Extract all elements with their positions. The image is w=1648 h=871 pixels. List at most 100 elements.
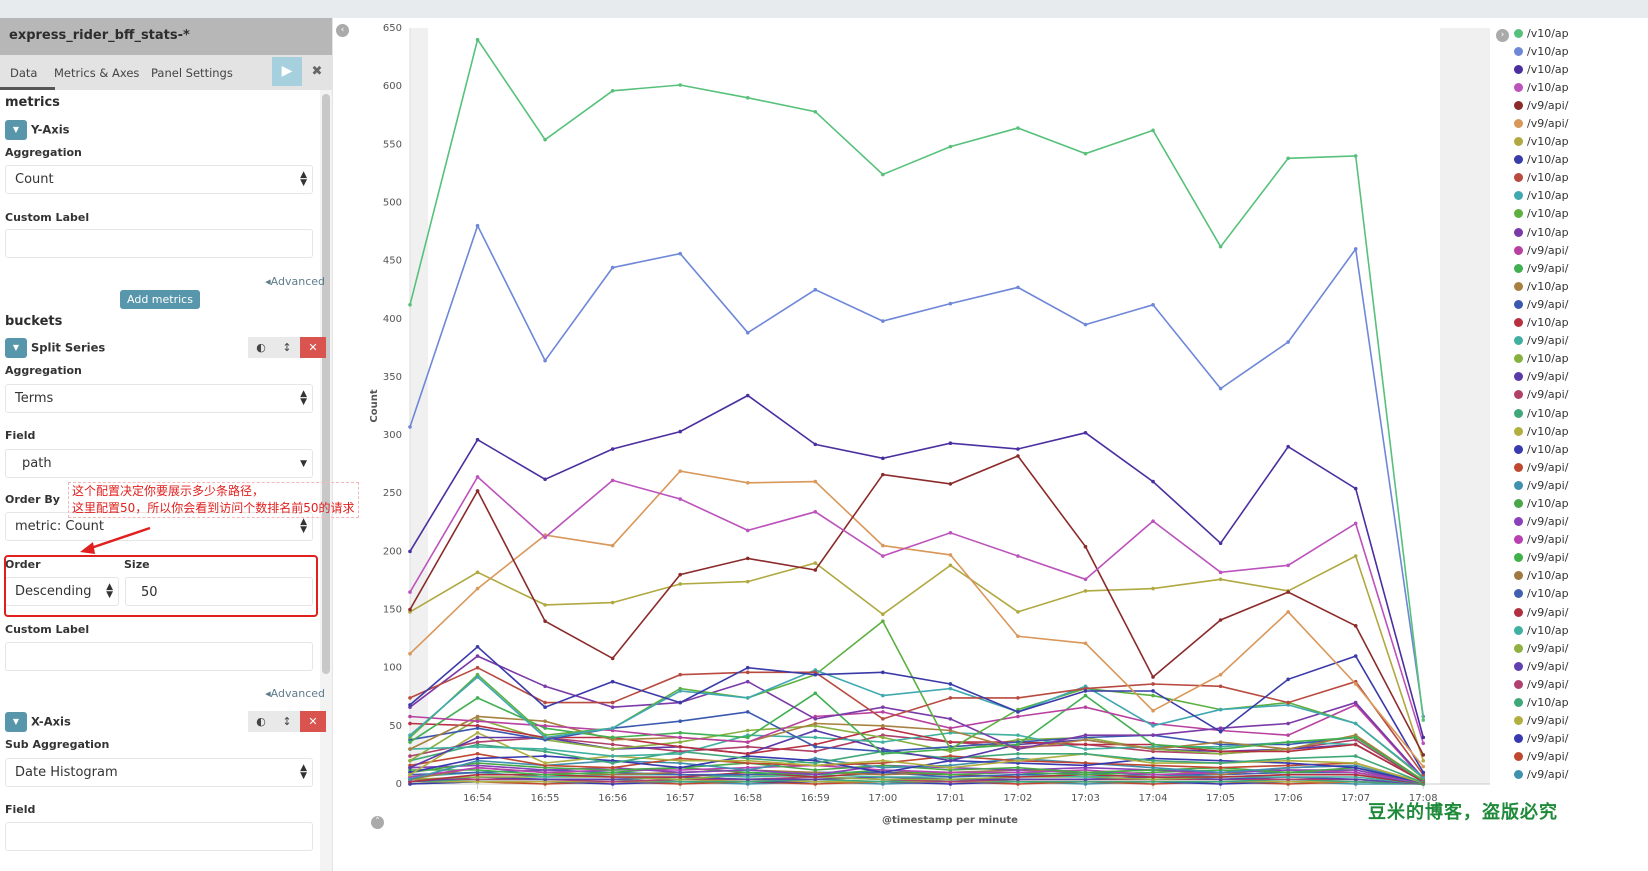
data-point[interactable] <box>1286 770 1290 775</box>
data-point[interactable] <box>1151 675 1155 679</box>
data-point[interactable] <box>543 137 547 142</box>
data-point[interactable] <box>1016 610 1020 614</box>
data-point[interactable] <box>1421 735 1426 740</box>
data-point[interactable] <box>1151 689 1155 693</box>
data-point[interactable] <box>1286 340 1290 344</box>
data-point[interactable] <box>678 582 682 586</box>
data-point[interactable] <box>813 510 818 514</box>
series-line[interactable] <box>409 554 1425 761</box>
series-line[interactable] <box>409 669 1424 778</box>
data-point[interactable] <box>1421 741 1426 746</box>
data-point[interactable] <box>1218 570 1223 575</box>
data-point[interactable] <box>745 744 750 749</box>
data-point[interactable] <box>543 719 547 723</box>
data-point[interactable] <box>1083 705 1088 710</box>
data-point[interactable] <box>948 758 953 763</box>
legend-item[interactable]: /v9/api/ <box>1514 476 1569 494</box>
data-point[interactable] <box>948 530 953 535</box>
legend-item[interactable]: /v10/ap <box>1514 223 1569 241</box>
legend-item[interactable]: /v10/ap <box>1514 693 1569 711</box>
data-point[interactable] <box>543 535 547 540</box>
data-point[interactable] <box>610 747 615 751</box>
data-point[interactable] <box>1353 521 1358 526</box>
legend-item[interactable]: /v9/api/ <box>1514 657 1569 675</box>
data-point[interactable] <box>1016 696 1020 700</box>
data-point[interactable] <box>1218 729 1223 734</box>
data-point[interactable] <box>1218 672 1223 677</box>
series-line[interactable] <box>409 776 1424 785</box>
data-point[interactable] <box>678 83 682 87</box>
series-line[interactable] <box>409 475 1425 744</box>
data-point[interactable] <box>1218 765 1223 770</box>
data-point[interactable] <box>881 456 885 461</box>
data-point[interactable] <box>610 742 615 747</box>
data-point[interactable] <box>1016 714 1020 719</box>
data-point[interactable] <box>1353 554 1358 558</box>
legend-item[interactable]: /v10/ap <box>1514 187 1569 205</box>
data-point[interactable] <box>1151 128 1155 133</box>
data-point[interactable] <box>1083 747 1088 751</box>
data-point[interactable] <box>1016 447 1020 451</box>
data-point[interactable] <box>678 744 682 749</box>
advanced-toggle[interactable]: ◂Advanced <box>265 275 325 288</box>
data-point[interactable] <box>1016 765 1020 770</box>
data-point[interactable] <box>1151 758 1155 763</box>
data-point[interactable] <box>1286 740 1290 744</box>
data-point[interactable] <box>745 480 750 485</box>
series-line[interactable] <box>409 711 1424 782</box>
order-select[interactable]: Descending ▲ ▼ <box>5 577 119 606</box>
data-point[interactable] <box>408 733 412 737</box>
data-point[interactable] <box>543 724 547 728</box>
data-point[interactable] <box>1083 733 1088 737</box>
data-point[interactable] <box>1286 677 1290 682</box>
data-point[interactable] <box>745 756 750 761</box>
data-point[interactable] <box>881 670 885 675</box>
data-point[interactable] <box>610 700 615 705</box>
data-point[interactable] <box>678 689 682 693</box>
reorder-icon[interactable]: ↕ <box>274 337 300 358</box>
legend-item[interactable]: /v10/ap <box>1514 60 1569 78</box>
data-point[interactable] <box>813 761 818 765</box>
data-point[interactable] <box>881 765 885 770</box>
legend-item[interactable]: /v9/api/ <box>1514 531 1569 549</box>
legend-item[interactable]: /v9/api/ <box>1514 96 1569 114</box>
data-point[interactable] <box>678 765 682 770</box>
apply-changes-button[interactable]: ▶ <box>272 57 302 86</box>
data-point[interactable] <box>475 586 480 591</box>
data-point[interactable] <box>1151 772 1155 777</box>
data-point[interactable] <box>813 568 818 572</box>
data-point[interactable] <box>1286 756 1290 761</box>
data-point[interactable] <box>610 679 615 684</box>
legend-item[interactable]: /v9/api/ <box>1514 712 1569 730</box>
data-point[interactable] <box>1083 763 1088 768</box>
data-point[interactable] <box>1218 726 1223 730</box>
data-point[interactable] <box>1016 126 1020 130</box>
series-line[interactable] <box>409 731 1424 784</box>
data-point[interactable] <box>408 425 412 429</box>
series-line[interactable] <box>409 455 1425 756</box>
data-point[interactable] <box>1151 479 1155 484</box>
data-point[interactable] <box>745 710 750 714</box>
data-point[interactable] <box>475 719 480 723</box>
data-point[interactable] <box>813 717 818 721</box>
data-point[interactable] <box>745 330 750 335</box>
remove-icon[interactable]: ✕ <box>300 337 326 358</box>
data-point[interactable] <box>1218 761 1223 765</box>
data-point[interactable] <box>881 710 885 714</box>
data-point[interactable] <box>813 721 818 726</box>
legend-item[interactable]: /v10/ap <box>1514 133 1569 151</box>
data-point[interactable] <box>408 747 412 751</box>
data-point[interactable] <box>948 717 953 721</box>
data-point[interactable] <box>610 89 615 93</box>
add-metrics-button[interactable]: Add metrics <box>120 290 200 309</box>
tab-panel-settings[interactable]: Panel Settings <box>151 66 233 80</box>
data-point[interactable] <box>1218 618 1223 622</box>
data-point[interactable] <box>475 740 480 744</box>
data-point[interactable] <box>881 717 885 721</box>
x-field-select[interactable] <box>5 822 313 851</box>
data-point[interactable] <box>1353 765 1358 770</box>
discard-button[interactable]: ✖ <box>305 57 329 86</box>
data-point[interactable] <box>813 287 818 292</box>
data-point[interactable] <box>543 705 547 710</box>
data-point[interactable] <box>1286 563 1290 568</box>
